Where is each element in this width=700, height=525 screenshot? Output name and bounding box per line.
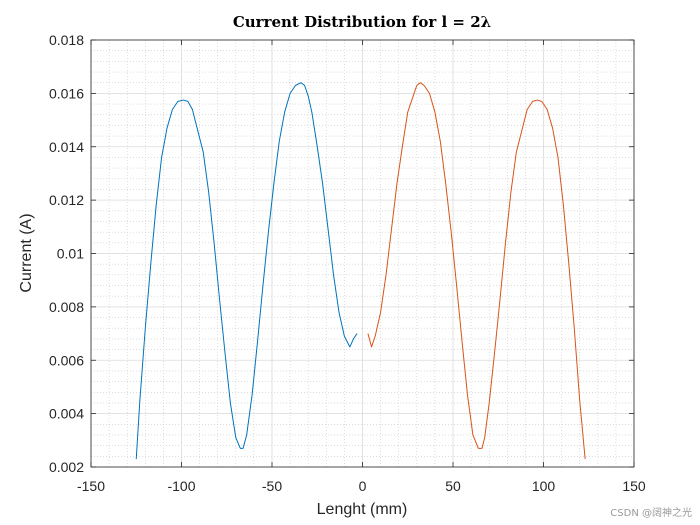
x-tick-label: -150 <box>77 478 105 494</box>
x-tick-label: -50 <box>262 478 282 494</box>
y-tick-label: 0.016 <box>49 85 84 101</box>
x-tick-label: 0 <box>359 478 367 494</box>
watermark-text: CSDN @阔神之光 <box>610 506 692 519</box>
y-tick-label: 0.002 <box>49 459 84 475</box>
y-tick-label: 0.006 <box>49 352 84 368</box>
x-tick-labels: -150 -100 -50 0 50 100 150 <box>77 478 646 494</box>
series-line-2 <box>367 82 586 460</box>
x-axis-label: Lenght (mm) <box>317 501 408 518</box>
y-tick-label: 0.008 <box>49 299 84 315</box>
x-tick-label: -100 <box>167 478 195 494</box>
tick-marks <box>90 39 635 468</box>
chart-title: Current Distribution for l = 2λ <box>233 13 491 31</box>
y-axis-label: Current (A) <box>18 213 35 292</box>
y-tick-label: 0.004 <box>49 406 84 422</box>
x-tick-label: 100 <box>532 478 556 494</box>
x-tick-label: 150 <box>622 478 646 494</box>
y-tick-label: 0.018 <box>49 32 84 48</box>
y-tick-label: 0.01 <box>57 246 84 262</box>
y-tick-label: 0.014 <box>49 139 84 155</box>
series-line-1 <box>135 82 358 460</box>
series-layer <box>135 82 586 460</box>
y-tick-labels: 0.002 0.004 0.006 0.008 0.01 0.012 0.014 0.016 0… <box>49 32 84 475</box>
y-tick-label: 0.012 <box>49 192 84 208</box>
x-tick-label: 50 <box>445 478 461 494</box>
